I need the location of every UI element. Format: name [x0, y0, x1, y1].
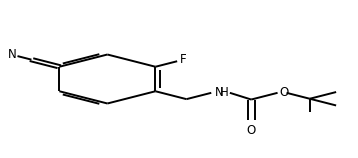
Text: N: N [215, 85, 224, 99]
Text: N: N [8, 48, 16, 61]
Text: O: O [279, 85, 289, 99]
Text: O: O [247, 124, 256, 137]
Text: F: F [180, 53, 187, 66]
Text: H: H [220, 85, 229, 99]
